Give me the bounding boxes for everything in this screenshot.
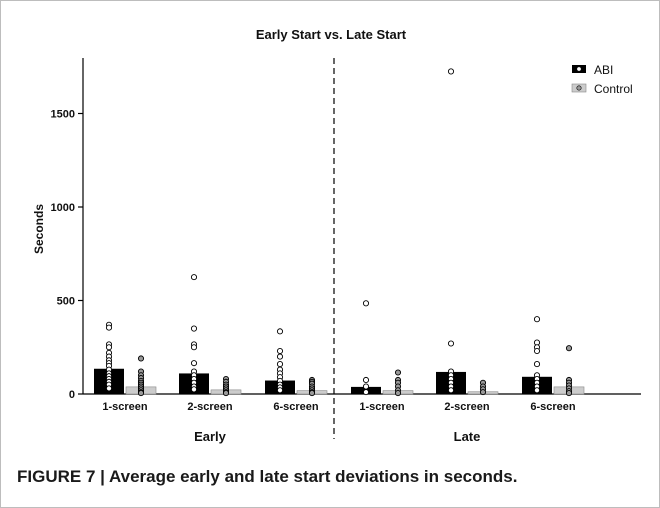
bars-layer xyxy=(94,368,585,395)
point-control xyxy=(565,345,573,352)
point-abi xyxy=(447,68,455,75)
point-abi xyxy=(276,353,284,360)
legend-label-control: Control xyxy=(594,82,633,96)
point-abi xyxy=(362,376,370,384)
x-tick-label: 2-screen xyxy=(444,401,490,413)
point-control xyxy=(565,390,573,397)
point-abi xyxy=(276,347,284,355)
labels-layer: 0 500 1000 1500 1-screen 2-screen 6-screen 1-sc… xyxy=(51,109,576,445)
axis-layer xyxy=(78,58,641,439)
legend-point-abi xyxy=(576,66,582,72)
points-layer xyxy=(105,68,573,397)
x-tick-label: 6-screen xyxy=(273,401,319,413)
legend-point-control xyxy=(576,85,582,91)
point-abi xyxy=(276,328,284,335)
y-tick-label: 1500 xyxy=(51,109,75,121)
x-tick-label: 1-screen xyxy=(359,401,405,413)
point-abi xyxy=(105,344,113,351)
point-abi xyxy=(190,274,198,281)
point-control xyxy=(137,355,145,362)
point-control xyxy=(137,390,145,397)
chart-svg: Early Start vs. Late Start Seconds 0 500 1… xyxy=(32,27,641,445)
point-abi xyxy=(447,387,455,394)
point-abi xyxy=(190,386,198,393)
point-abi xyxy=(533,347,541,355)
point-control xyxy=(479,389,487,396)
point-abi xyxy=(362,300,370,307)
chart-title: Early Start vs. Late Start xyxy=(256,27,407,42)
point-abi xyxy=(190,360,198,367)
point-abi xyxy=(105,324,113,331)
point-control xyxy=(222,390,230,397)
point-control xyxy=(394,390,402,397)
point-abi xyxy=(362,389,370,396)
point-abi xyxy=(105,385,113,392)
y-tick-label: 0 xyxy=(69,389,75,401)
x-tick-label: 1-screen xyxy=(102,401,148,413)
point-abi xyxy=(190,344,198,351)
point-abi xyxy=(533,387,541,394)
point-abi xyxy=(362,383,370,390)
point-control xyxy=(308,390,316,397)
legend-label-abi: ABI xyxy=(594,63,613,77)
point-abi xyxy=(533,361,541,368)
group-label: Late xyxy=(454,429,481,444)
point-abi xyxy=(276,361,284,368)
point-abi xyxy=(533,316,541,323)
x-tick-label: 2-screen xyxy=(187,401,233,413)
y-tick-label: 1000 xyxy=(51,202,75,214)
x-tick-label: 6-screen xyxy=(530,401,576,413)
y-tick-label: 500 xyxy=(57,296,75,308)
figure-caption: FIGURE 7 | Average early and late start … xyxy=(17,467,518,486)
legend: ABI Control xyxy=(571,63,633,96)
y-axis-label: Seconds xyxy=(32,204,46,254)
point-control xyxy=(394,369,402,376)
point-abi xyxy=(447,340,455,347)
point-abi xyxy=(190,325,198,332)
group-label: Early xyxy=(194,429,227,444)
point-abi xyxy=(276,387,284,394)
